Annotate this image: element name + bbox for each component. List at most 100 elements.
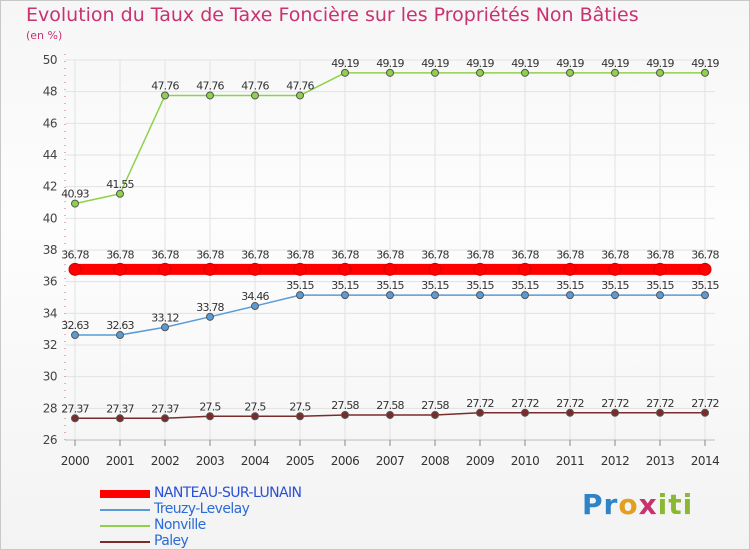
data-label: 49.19 [556,57,584,70]
data-label: 47.76 [196,79,224,92]
data-label: 27.5 [244,400,266,413]
data-label: 35.15 [466,279,494,292]
data-label: 27.37 [106,402,134,415]
data-label: 49.19 [376,57,404,70]
data-label: 35.15 [511,279,539,292]
y-tick-label: 40 [43,211,57,225]
legend-label: NANTEAU-SUR-LUNAIN [154,485,302,501]
data-label: 27.5 [199,400,221,413]
data-point [341,291,349,300]
data-label: 36.78 [331,248,359,261]
data-point [698,262,712,276]
legend-label: Nonville [154,517,206,533]
data-point [116,414,124,423]
data-label: 27.72 [601,397,629,410]
data-point [206,91,214,100]
data-label: 36.78 [376,248,404,261]
data-point [431,68,439,77]
data-label: 47.76 [151,79,179,92]
data-label: 27.72 [511,397,539,410]
data-point [656,408,664,417]
data-label: 36.78 [691,248,719,261]
data-label: 27.37 [151,402,179,415]
data-point [566,291,574,300]
data-label: 32.63 [106,319,134,332]
y-tick-label: 50 [43,53,57,67]
data-label: 35.15 [601,279,629,292]
x-tick-label: 2000 [61,454,90,468]
data-point [521,68,529,77]
y-tick-label: 42 [43,180,57,194]
data-point [383,262,397,276]
data-point [611,408,619,417]
x-tick-label: 2014 [691,454,720,468]
data-label: 35.15 [421,279,449,292]
legend-swatch [100,525,150,527]
data-label: 27.72 [466,397,494,410]
data-point [656,68,664,77]
data-label: 36.78 [601,248,629,261]
data-point [608,262,622,276]
data-point [521,291,529,300]
data-point [611,68,619,77]
legend-label: Treuzy-Levelay [154,501,250,517]
data-label: 33.12 [151,311,179,324]
y-tick-label: 48 [43,85,57,99]
legend-swatch [100,541,150,543]
x-tick-label: 2003 [196,454,225,468]
data-point [296,291,304,300]
x-tick-label: 2012 [601,454,630,468]
data-point [203,262,217,276]
data-label: 27.72 [646,397,674,410]
legend-swatch [100,490,150,498]
data-label: 36.78 [241,248,269,261]
data-label: 36.78 [511,248,539,261]
x-tick-label: 2009 [466,454,495,468]
data-point [251,302,259,311]
data-label: 27.37 [61,402,89,415]
data-label: 36.78 [196,248,224,261]
data-point [161,91,169,100]
x-tick-label: 2010 [511,454,540,468]
data-label: 27.58 [421,399,449,412]
data-point [248,262,262,276]
y-tick-label: 28 [43,401,57,415]
data-label: 35.15 [331,279,359,292]
data-label: 36.78 [286,248,314,261]
data-point [566,408,574,417]
y-tick-label: 44 [43,148,57,162]
data-label: 33.78 [196,301,224,314]
data-point [116,331,124,340]
data-point [341,410,349,419]
data-label: 49.19 [646,57,674,70]
y-tick-label: 26 [43,433,57,447]
data-point [386,68,394,77]
data-point [476,68,484,77]
chart-title: Evolution du Taux de Taxe Foncière sur l… [26,4,639,26]
data-point [476,408,484,417]
data-label: 49.19 [511,57,539,70]
data-point [431,291,439,300]
data-point [563,262,577,276]
data-point [161,414,169,423]
data-label: 35.15 [646,279,674,292]
y-tick-label: 46 [43,116,57,130]
data-label: 49.19 [691,57,719,70]
data-label: 47.76 [241,79,269,92]
data-label: 27.72 [691,397,719,410]
x-tick-label: 2011 [556,454,585,468]
data-point [473,262,487,276]
data-point [428,262,442,276]
data-point [521,408,529,417]
x-tick-label: 2008 [421,454,450,468]
data-point [611,291,619,300]
data-label: 40.93 [61,188,89,201]
data-point [653,262,667,276]
data-label: 36.78 [466,248,494,261]
data-point [293,262,307,276]
data-label: 36.78 [556,248,584,261]
legend-label: Paley [154,533,189,549]
data-label: 32.63 [61,319,89,332]
data-label: 27.58 [376,399,404,412]
data-point [296,91,304,100]
